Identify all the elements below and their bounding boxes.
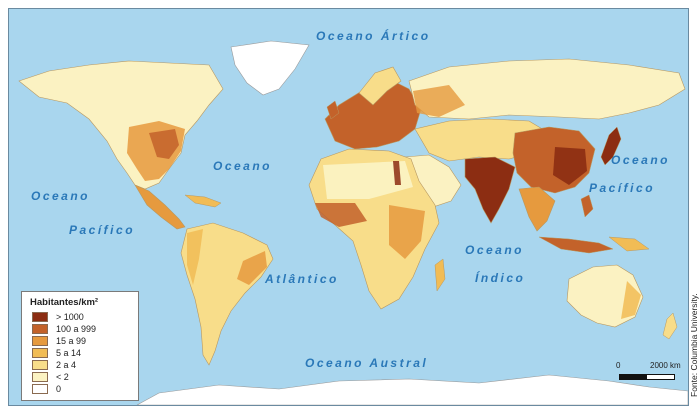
antarctica: [136, 374, 688, 405]
pacific-ocean-left-label-bottom: Pacífico: [69, 223, 136, 237]
arctic-ocean-label: Oceano Ártico: [316, 29, 431, 43]
atlantic-ocean-label-top: Oceano: [213, 159, 273, 173]
new-guinea: [608, 236, 650, 252]
central-america: [134, 184, 186, 230]
sahara: [323, 161, 413, 199]
east-china-density: [553, 147, 587, 185]
legend-label: 100 a 999: [56, 323, 97, 334]
legend-item: 100 a 999: [32, 323, 96, 334]
japan: [600, 126, 622, 166]
legend-item: < 2: [32, 371, 69, 382]
north-america: [18, 60, 224, 190]
legend-label: 5 a 14: [56, 347, 82, 358]
legend-item: 0: [32, 383, 61, 394]
indian-ocean-label-bottom: Índico: [475, 271, 526, 285]
southern-ocean-label: Oceano Austral: [305, 356, 429, 370]
legend-swatch: [32, 323, 48, 334]
legend-swatch: [32, 359, 48, 370]
legend-title: Habitantes/km²: [30, 297, 99, 308]
legend-label: > 1000: [56, 311, 84, 322]
philippines: [580, 194, 594, 218]
pacific-ocean-right-label-top: Oceano: [611, 153, 671, 167]
legend-item: 2 a 4: [32, 359, 76, 370]
southeast-asia: [518, 186, 556, 232]
legend-item: > 1000: [32, 311, 84, 322]
legend-swatch: [32, 311, 48, 322]
legend-swatch: [32, 347, 48, 358]
pacific-ocean-left-label-top: Oceano: [31, 189, 91, 203]
india: [464, 156, 516, 224]
legend: Habitantes/km² > 1000 100 a 999 15 a 99 …: [21, 291, 139, 401]
pacific-ocean-right-label-bottom: Pacífico: [589, 181, 656, 195]
greenland: [230, 40, 310, 96]
source-credit: Fonte: Columbia University.: [689, 293, 699, 397]
indian-ocean-label-top: Oceano: [465, 243, 525, 257]
map-canvas: [18, 40, 688, 405]
russia: [408, 58, 686, 120]
scale-bar: 0 2000 km: [616, 361, 688, 385]
scale-start-label: 0: [616, 361, 621, 370]
legend-label: 2 a 4: [56, 359, 77, 370]
legend-swatch: [32, 371, 48, 382]
west-africa-density: [315, 203, 367, 227]
western-russia-density: [413, 85, 465, 117]
atlantic-ocean-label-bottom: Atlântico: [265, 272, 339, 286]
us-east-density: [149, 129, 179, 159]
legend-item: 5 a 14: [32, 347, 81, 358]
uk: [326, 100, 340, 120]
australia-east-density: [621, 281, 641, 319]
scale-bar-graphic: [619, 374, 675, 380]
legend-label: 0: [56, 383, 62, 394]
legend-label: 15 a 99: [56, 335, 87, 346]
legend-swatch: [32, 335, 48, 346]
population-density-map: Oceano Ártico Oceano Atlântico Oceano Pa…: [8, 8, 689, 406]
legend-swatch: [32, 383, 48, 394]
nile-density: [393, 161, 401, 185]
legend-label: < 2: [56, 371, 69, 382]
new-zealand: [662, 312, 678, 340]
legend-item: 15 a 99: [32, 335, 86, 346]
andes-density: [187, 229, 203, 285]
madagascar: [434, 258, 446, 292]
scale-end-label: 2000 km: [650, 361, 681, 370]
caribbean: [184, 194, 222, 208]
brazil-coast-density: [237, 251, 267, 285]
scandinavia: [358, 66, 402, 106]
indonesia: [538, 236, 614, 254]
east-africa-density: [389, 205, 425, 259]
